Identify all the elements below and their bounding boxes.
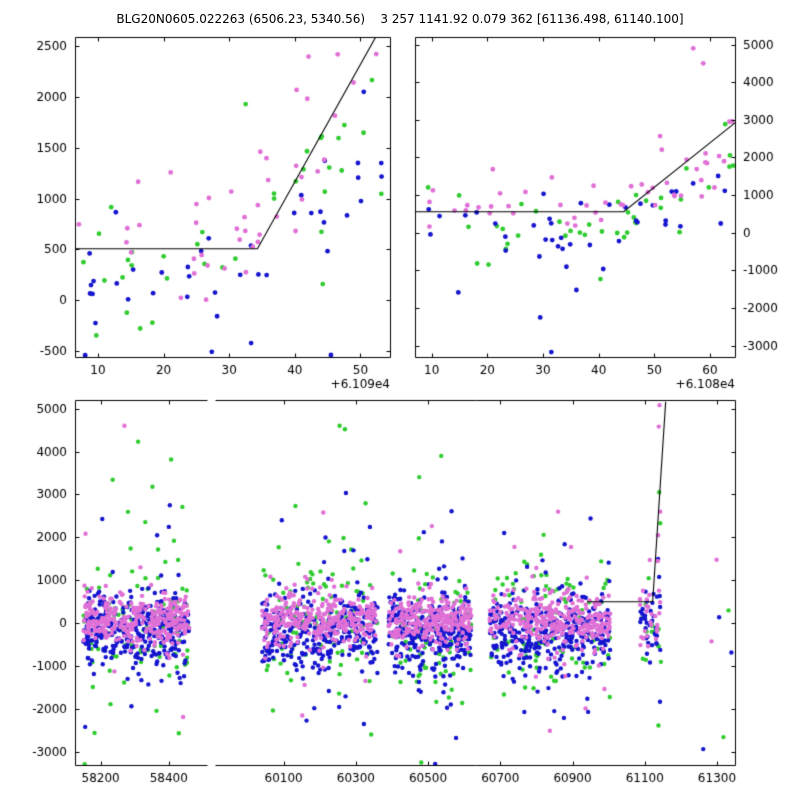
figure-title: BLG20N0605.022263 (6506.23, 5340.56) 3 2…	[116, 12, 684, 26]
